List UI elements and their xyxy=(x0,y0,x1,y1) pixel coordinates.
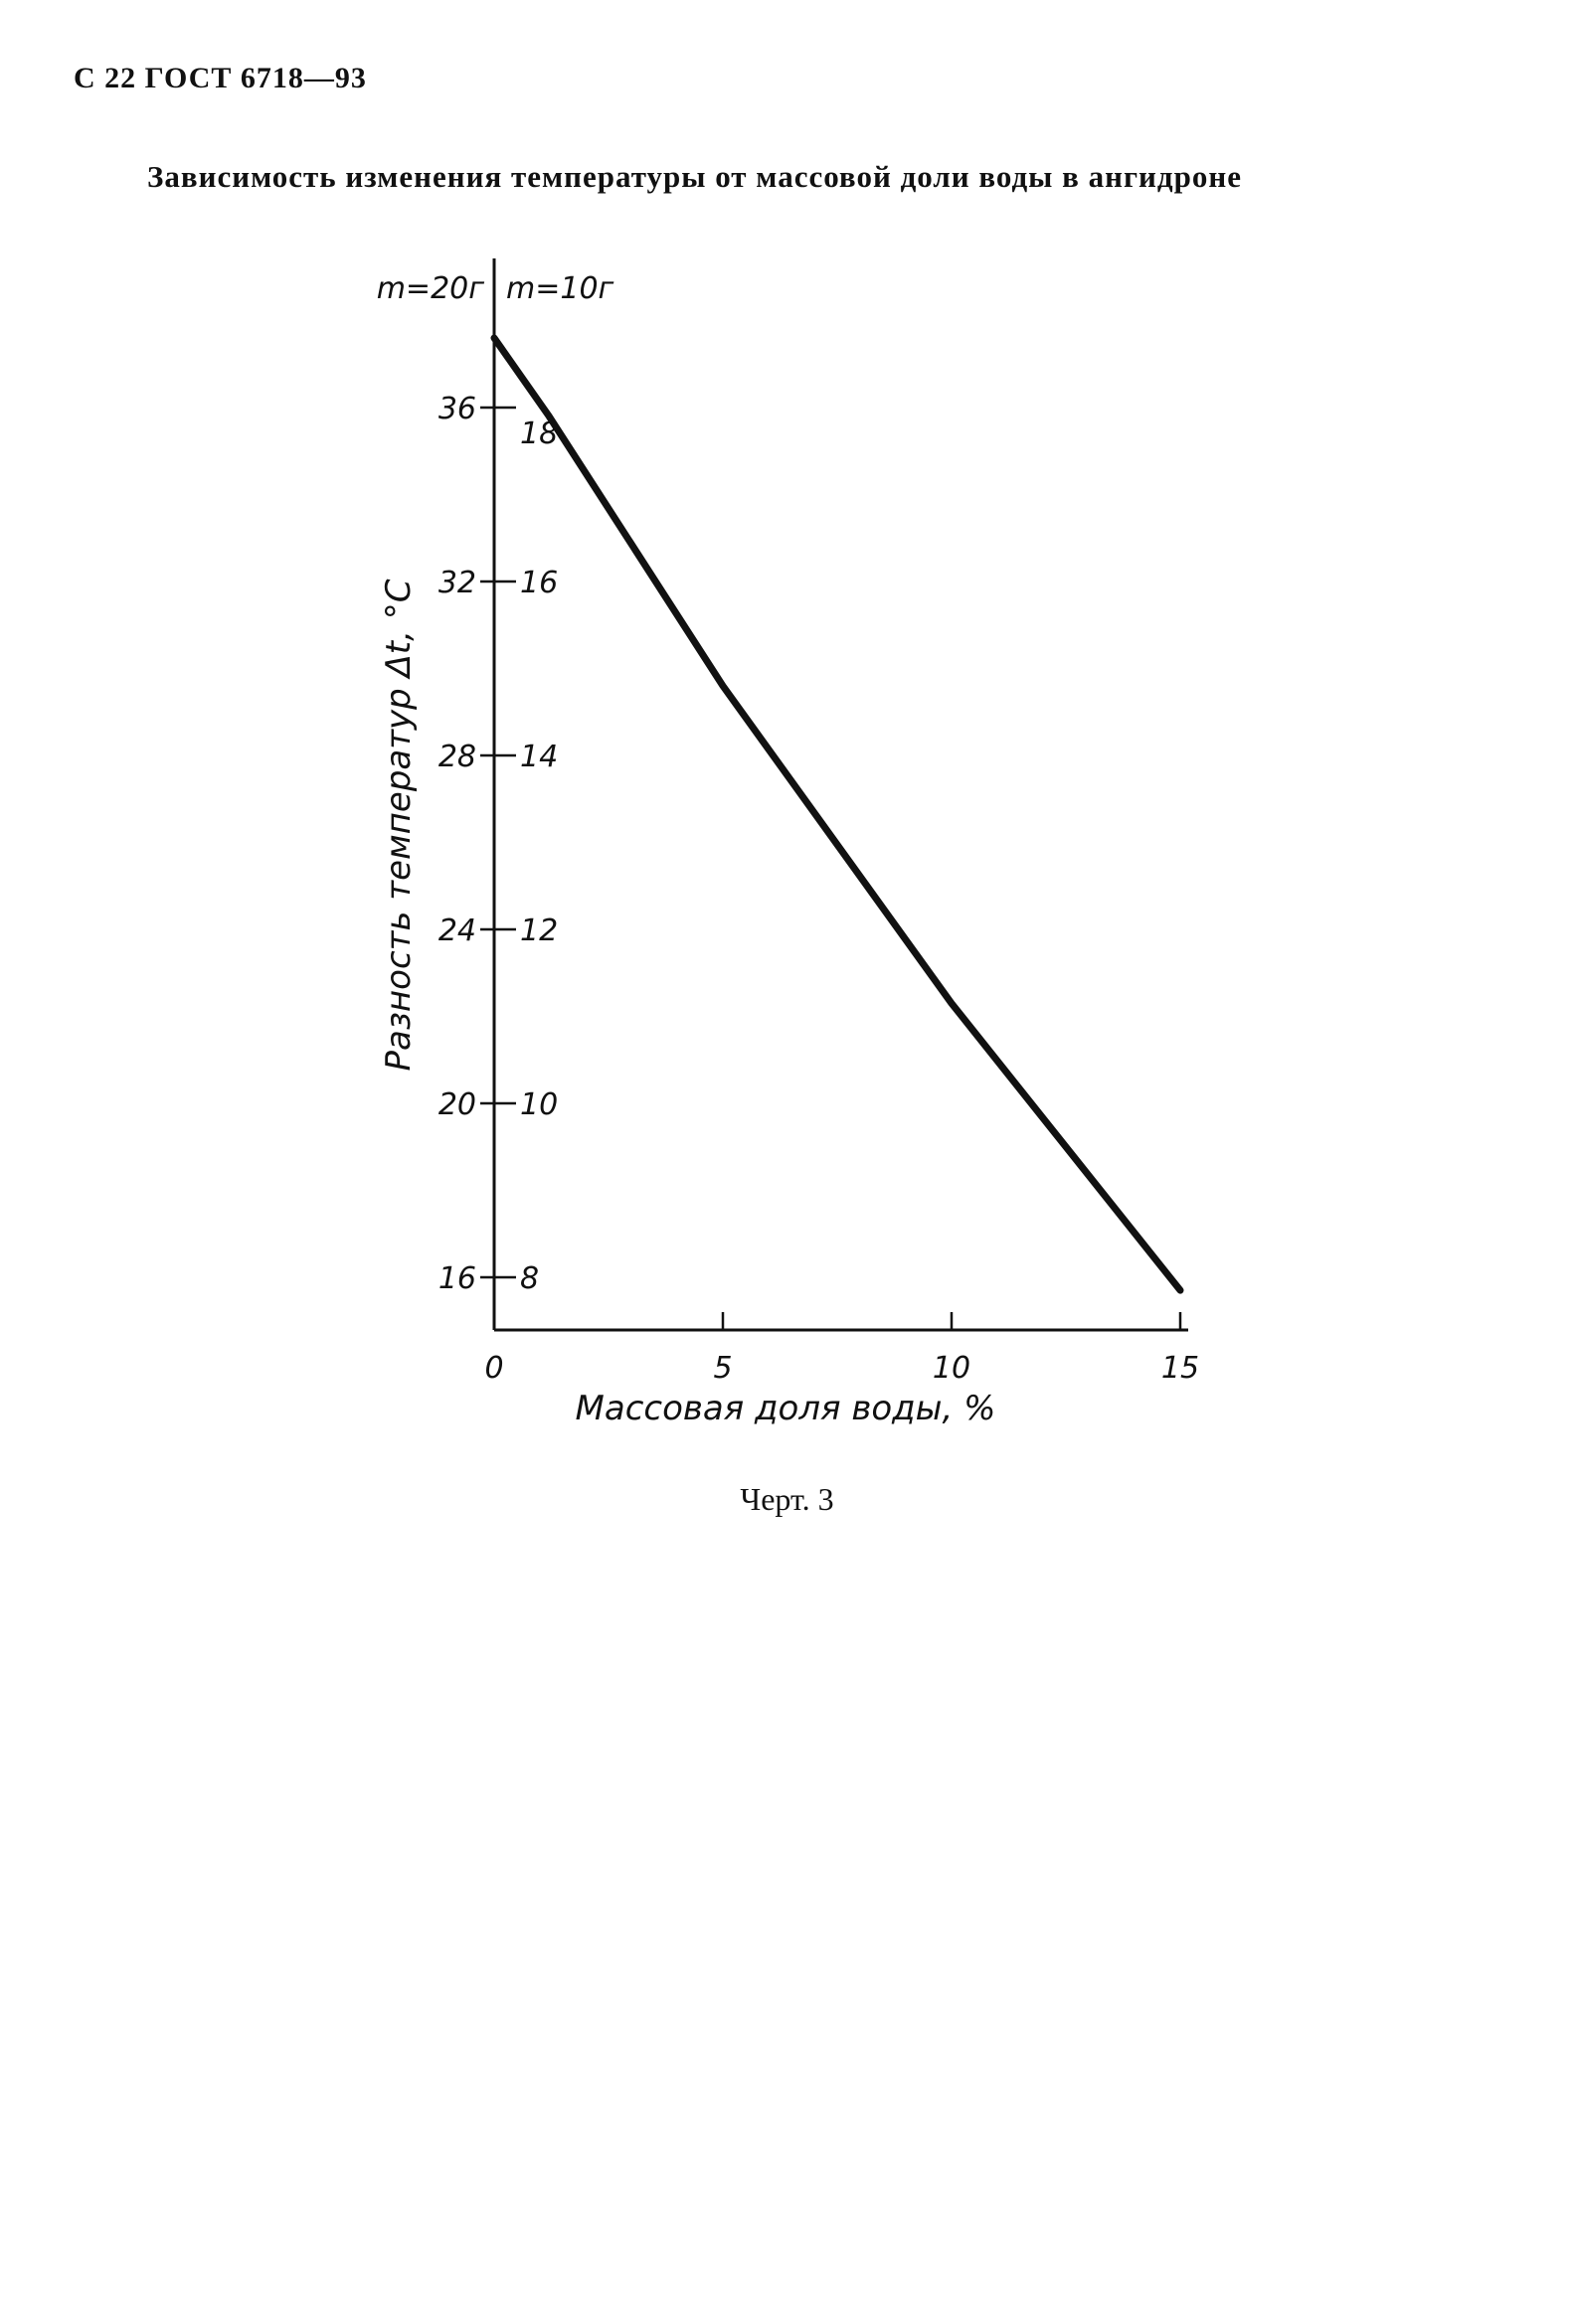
x-axis-title: Массовая доля воды, % xyxy=(576,1389,996,1428)
y-tick-label-right: 14 xyxy=(520,740,558,774)
figure-caption: Черт. 3 xyxy=(740,1481,834,1517)
y-axis-header-right: m=10г xyxy=(506,271,614,306)
x-tick-label: 15 xyxy=(1161,1351,1199,1386)
y-tick-label-left: 24 xyxy=(438,913,476,948)
y-tick-label-left: 32 xyxy=(438,566,476,600)
y-tick-label-left: 16 xyxy=(438,1261,476,1296)
y-axis-title: Разность температур Δt, °С xyxy=(379,579,419,1071)
x-tick-label: 10 xyxy=(933,1351,970,1386)
series-line-0 xyxy=(490,334,1184,1294)
y-tick-label-left: 36 xyxy=(438,392,476,426)
series-layer xyxy=(490,334,1184,1294)
y-tick-label-left: 28 xyxy=(438,740,476,774)
y-axis-header-left: m=20г xyxy=(377,271,485,306)
y-tick-label-left: 20 xyxy=(438,1087,476,1122)
axes-layer xyxy=(492,258,1188,1332)
x-tick-label: 5 xyxy=(713,1351,732,1386)
page-header: С 22 ГОСТ 6718—93 xyxy=(74,62,367,94)
figure-title: Зависимость изменения температуры от мас… xyxy=(147,159,1242,194)
ticks-layer xyxy=(480,406,1182,1330)
y-tick-label-right: 16 xyxy=(520,566,558,600)
y-tick-label-right: 12 xyxy=(520,913,558,948)
y-tick-label-right: 8 xyxy=(520,1261,539,1296)
y-tick-label-right: 10 xyxy=(520,1087,558,1122)
x-tick-label: 0 xyxy=(484,1351,503,1386)
